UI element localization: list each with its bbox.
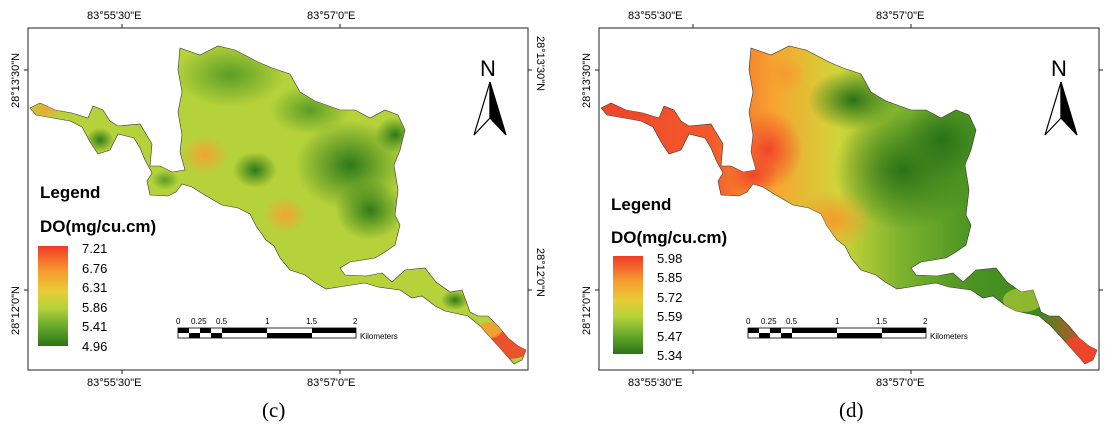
- map-panel-c: 83°55'30"E 83°57'0"E 83°55'30"E 83°57'0"…: [0, 0, 552, 425]
- svg-text:2: 2: [923, 317, 928, 326]
- svg-text:0.25: 0.25: [191, 317, 207, 326]
- coord-left-upper: 28°13'30"N: [10, 53, 22, 108]
- scale-bar: 0 0.25 0.5 1 1.5 2 Kilometers: [746, 317, 968, 341]
- svg-text:0: 0: [746, 317, 751, 326]
- coord-right-lower: 28°12'0"N: [534, 248, 546, 297]
- svg-text:Kilometers: Kilometers: [930, 332, 968, 341]
- map-frame: [598, 27, 1100, 371]
- legend-value: 5.85: [657, 270, 682, 285]
- coord-bottom-left: 83°55'30"E: [87, 377, 141, 389]
- coord-bottom-left: 83°55'30"E: [628, 377, 682, 389]
- svg-text:2: 2: [353, 317, 358, 326]
- coord-top-right: 83°57'0"E: [307, 10, 355, 22]
- svg-text:N: N: [480, 56, 496, 81]
- svg-text:1: 1: [265, 317, 270, 326]
- svg-text:1.5: 1.5: [306, 317, 318, 326]
- map-svg-c: 83°55'30"E 83°57'0"E 83°55'30"E 83°57'0"…: [10, 10, 546, 389]
- svg-text:0.5: 0.5: [786, 317, 798, 326]
- coord-left-lower: 28°12'0"N: [10, 286, 22, 335]
- panel-label-d: (d): [839, 398, 864, 422]
- svg-text:0.5: 0.5: [216, 317, 228, 326]
- coord-top-left: 83°55'30"E: [628, 10, 682, 22]
- legend-color-ramp: [613, 256, 643, 354]
- north-arrow-icon: N: [473, 56, 507, 136]
- legend-unit: DO(mg/cu.cm): [40, 217, 156, 236]
- coord-left-lower: 28°12'0"N: [581, 286, 593, 335]
- legend-value: 5.47: [657, 329, 682, 344]
- legend-color-ramp: [38, 246, 68, 346]
- map-svg-d: 83°55'30"E 83°57'0"E 83°55'30"E 83°57'0"…: [581, 10, 1103, 389]
- legend-value: 5.59: [657, 309, 682, 324]
- map-frame: [27, 27, 529, 371]
- legend-value: 5.34: [657, 348, 682, 363]
- coord-top-right: 83°57'0"E: [876, 10, 924, 22]
- legend-title: Legend: [40, 183, 100, 202]
- legend-unit: DO(mg/cu.cm): [611, 228, 727, 247]
- do-surface-region: [29, 45, 527, 365]
- legend-value: 5.72: [657, 290, 682, 305]
- legend-value: 5.86: [82, 300, 107, 315]
- north-arrow-icon: N: [1044, 56, 1078, 136]
- svg-text:0.25: 0.25: [761, 317, 777, 326]
- coord-right-upper: 28°13'30"N: [534, 36, 546, 91]
- panel-label-c: (c): [262, 398, 286, 422]
- legend-value: 6.76: [82, 261, 107, 276]
- legend-value: 5.98: [657, 251, 682, 266]
- map-panel-d: 83°55'30"E 83°57'0"E 83°55'30"E 83°57'0"…: [553, 0, 1105, 425]
- legend-title: Legend: [611, 195, 671, 214]
- legend-value: 5.41: [82, 319, 107, 334]
- legend: Legend DO(mg/cu.cm) 7.21 6.76 6.31 5.86 …: [38, 183, 156, 354]
- legend: Legend DO(mg/cu.cm) 5.98 5.85 5.72 5.59 …: [611, 195, 727, 363]
- scale-bar: 0 0.25 0.5 1 1.5 2 Kilometers: [176, 317, 398, 341]
- legend-value: 7.21: [82, 241, 107, 256]
- svg-text:Kilometers: Kilometers: [360, 332, 398, 341]
- svg-text:1.5: 1.5: [876, 317, 888, 326]
- coord-bottom-right: 83°57'0"E: [876, 377, 924, 389]
- svg-text:0: 0: [176, 317, 181, 326]
- coord-bottom-right: 83°57'0"E: [307, 377, 355, 389]
- svg-text:1: 1: [835, 317, 840, 326]
- coord-left-upper: 28°13'30"N: [581, 53, 593, 108]
- legend-value: 6.31: [82, 280, 107, 295]
- legend-value: 4.96: [82, 339, 107, 354]
- svg-text:N: N: [1051, 56, 1067, 81]
- coord-top-left: 83°55'30"E: [87, 10, 141, 22]
